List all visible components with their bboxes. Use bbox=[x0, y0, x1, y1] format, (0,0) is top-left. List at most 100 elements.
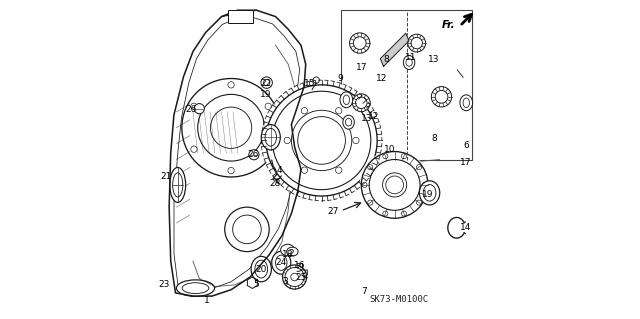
Ellipse shape bbox=[280, 244, 294, 256]
Text: 6: 6 bbox=[463, 141, 469, 150]
Circle shape bbox=[401, 211, 406, 216]
Circle shape bbox=[313, 77, 319, 83]
Text: 15: 15 bbox=[304, 79, 316, 88]
Bar bbox=[340, 10, 472, 160]
Circle shape bbox=[368, 165, 372, 170]
Circle shape bbox=[261, 77, 273, 88]
Circle shape bbox=[356, 97, 367, 108]
Ellipse shape bbox=[255, 260, 268, 278]
Text: 18: 18 bbox=[282, 250, 293, 259]
Circle shape bbox=[383, 173, 406, 197]
Ellipse shape bbox=[463, 98, 469, 108]
Circle shape bbox=[435, 91, 448, 103]
Text: 19: 19 bbox=[422, 190, 434, 199]
Circle shape bbox=[285, 268, 304, 286]
Circle shape bbox=[369, 160, 420, 210]
Text: 3: 3 bbox=[282, 277, 288, 286]
Text: Fr.: Fr. bbox=[442, 19, 455, 30]
Circle shape bbox=[301, 108, 308, 114]
Circle shape bbox=[262, 81, 381, 200]
Text: 19: 19 bbox=[260, 90, 272, 99]
Text: 24: 24 bbox=[276, 258, 287, 267]
Text: 17: 17 bbox=[460, 158, 472, 167]
Ellipse shape bbox=[346, 118, 352, 126]
Text: 27: 27 bbox=[328, 207, 339, 216]
Circle shape bbox=[291, 273, 298, 281]
Circle shape bbox=[383, 154, 388, 159]
Circle shape bbox=[417, 165, 422, 170]
Circle shape bbox=[362, 182, 367, 188]
Ellipse shape bbox=[276, 255, 287, 270]
Text: 21: 21 bbox=[160, 173, 172, 182]
Circle shape bbox=[264, 79, 270, 86]
Circle shape bbox=[233, 215, 261, 244]
Text: 13: 13 bbox=[428, 55, 440, 64]
Text: 26: 26 bbox=[248, 150, 259, 159]
Text: 13: 13 bbox=[361, 114, 372, 123]
Text: 7: 7 bbox=[362, 287, 367, 296]
Ellipse shape bbox=[403, 56, 415, 70]
Circle shape bbox=[284, 137, 291, 144]
Polygon shape bbox=[380, 33, 409, 66]
Circle shape bbox=[191, 146, 197, 152]
Text: 11: 11 bbox=[404, 53, 416, 62]
Text: 23: 23 bbox=[159, 280, 170, 289]
Ellipse shape bbox=[173, 173, 183, 197]
Circle shape bbox=[353, 137, 359, 144]
Ellipse shape bbox=[419, 181, 440, 205]
Circle shape bbox=[431, 87, 452, 107]
Text: 12: 12 bbox=[367, 112, 379, 121]
Circle shape bbox=[298, 117, 346, 164]
Circle shape bbox=[276, 176, 284, 184]
Circle shape bbox=[349, 33, 370, 53]
Ellipse shape bbox=[423, 185, 436, 201]
Text: 25: 25 bbox=[295, 272, 307, 281]
Text: 4: 4 bbox=[276, 166, 282, 175]
Ellipse shape bbox=[287, 247, 298, 256]
Circle shape bbox=[422, 182, 428, 188]
Circle shape bbox=[386, 176, 404, 194]
Text: 28: 28 bbox=[270, 179, 281, 188]
Text: 22: 22 bbox=[260, 79, 271, 88]
Ellipse shape bbox=[340, 92, 353, 108]
Ellipse shape bbox=[251, 256, 271, 282]
Ellipse shape bbox=[460, 95, 472, 111]
Circle shape bbox=[211, 107, 252, 148]
Circle shape bbox=[335, 167, 342, 173]
Circle shape bbox=[291, 110, 352, 171]
Text: 8: 8 bbox=[431, 134, 437, 143]
Polygon shape bbox=[248, 277, 257, 288]
Text: 8: 8 bbox=[384, 55, 390, 64]
Circle shape bbox=[273, 91, 371, 190]
Circle shape bbox=[360, 150, 429, 220]
Text: SK73-M0100C: SK73-M0100C bbox=[370, 295, 429, 304]
Circle shape bbox=[383, 211, 388, 216]
Circle shape bbox=[408, 34, 426, 52]
Ellipse shape bbox=[343, 95, 349, 105]
Circle shape bbox=[301, 167, 308, 173]
Circle shape bbox=[265, 146, 271, 152]
Circle shape bbox=[417, 200, 422, 205]
Circle shape bbox=[353, 37, 366, 49]
Circle shape bbox=[249, 150, 259, 160]
Circle shape bbox=[228, 167, 234, 174]
Text: 20: 20 bbox=[255, 264, 266, 274]
Polygon shape bbox=[228, 10, 253, 23]
Text: 26: 26 bbox=[186, 105, 197, 114]
Ellipse shape bbox=[182, 283, 209, 293]
Circle shape bbox=[368, 200, 372, 205]
Circle shape bbox=[335, 108, 342, 114]
Circle shape bbox=[411, 37, 422, 49]
Circle shape bbox=[182, 78, 280, 177]
Circle shape bbox=[191, 103, 197, 109]
Ellipse shape bbox=[261, 124, 280, 150]
Ellipse shape bbox=[343, 115, 355, 129]
Ellipse shape bbox=[177, 280, 214, 296]
Text: 5: 5 bbox=[253, 280, 259, 289]
Circle shape bbox=[401, 154, 406, 159]
Text: 10: 10 bbox=[384, 145, 396, 154]
Polygon shape bbox=[169, 10, 306, 296]
Text: 2: 2 bbox=[288, 249, 294, 258]
Ellipse shape bbox=[406, 59, 412, 66]
Ellipse shape bbox=[170, 167, 186, 202]
